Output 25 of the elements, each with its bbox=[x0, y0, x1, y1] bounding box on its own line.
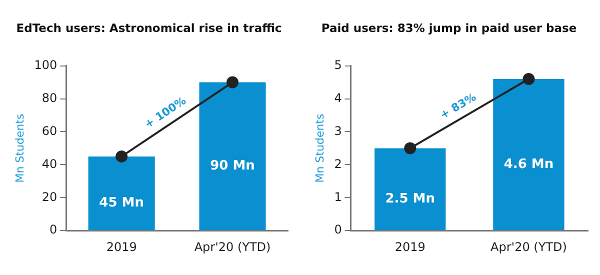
y-axis-title: Mn Students bbox=[13, 113, 26, 183]
chart-title: EdTech users: Astronomical rise in traffic bbox=[16, 20, 282, 35]
y-tick-label: 1 bbox=[334, 190, 342, 204]
x-tick-label: 2019 bbox=[394, 240, 426, 254]
annotation: + 83% bbox=[438, 90, 478, 122]
data-label: 2.5 Mn bbox=[385, 192, 435, 207]
data-label: 90 Mn bbox=[210, 158, 255, 174]
y-tick-label: 20 bbox=[42, 190, 58, 204]
y-axis-title: Mn Students bbox=[313, 113, 326, 183]
y-tick-label: 40 bbox=[42, 156, 58, 171]
x-tick-label: Apr'20 (YTD) bbox=[194, 240, 271, 254]
y-tick-label: 0 bbox=[49, 222, 58, 237]
y-tick-label: 60 bbox=[42, 124, 58, 138]
chart-title: Paid users: 83% jump in paid user base bbox=[321, 20, 577, 35]
y-tick-label: 3 bbox=[334, 124, 342, 138]
x-tick-label: 2019 bbox=[106, 240, 137, 254]
y-tick-label: 0 bbox=[334, 222, 342, 237]
y-tick-label: 100 bbox=[34, 58, 58, 72]
y-tick-label: 80 bbox=[42, 90, 58, 105]
data-label: 45 Mn bbox=[99, 196, 144, 211]
y-tick-label: 4 bbox=[334, 90, 342, 105]
y-tick-label: 5 bbox=[334, 58, 342, 72]
y-tick-label: 2 bbox=[334, 156, 342, 171]
x-tick-label: Apr'20 (YTD) bbox=[490, 240, 567, 254]
data-label: 4.6 Mn bbox=[504, 156, 554, 172]
